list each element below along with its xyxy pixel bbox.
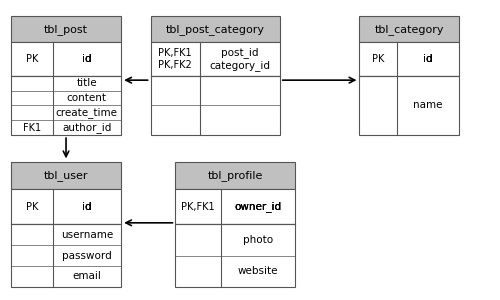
Text: id: id [82, 202, 92, 212]
FancyBboxPatch shape [360, 42, 459, 76]
Text: tbl_category: tbl_category [374, 24, 444, 35]
Text: photo: photo [242, 235, 273, 245]
Text: PK,FK1: PK,FK1 [182, 202, 215, 212]
Text: id: id [423, 54, 433, 64]
FancyBboxPatch shape [150, 76, 280, 135]
FancyBboxPatch shape [12, 42, 120, 76]
Text: create_time: create_time [56, 107, 118, 118]
Text: author_id: author_id [62, 122, 112, 133]
FancyBboxPatch shape [360, 76, 459, 135]
FancyBboxPatch shape [150, 42, 280, 76]
Text: id: id [82, 202, 92, 212]
FancyBboxPatch shape [360, 16, 459, 42]
Text: id: id [82, 54, 92, 64]
Text: id: id [82, 202, 92, 212]
FancyBboxPatch shape [12, 16, 120, 42]
Text: PK,FK1
PK,FK2: PK,FK1 PK,FK2 [158, 48, 192, 70]
Text: id: id [82, 54, 92, 64]
Text: id: id [82, 54, 92, 64]
Text: email: email [72, 271, 101, 281]
Text: content: content [67, 93, 107, 103]
Text: FK1: FK1 [23, 123, 41, 133]
Text: id: id [423, 54, 433, 64]
Text: name: name [414, 100, 443, 110]
Text: tbl_post_category: tbl_post_category [166, 24, 264, 35]
Text: tbl_user: tbl_user [44, 170, 88, 181]
FancyBboxPatch shape [12, 189, 120, 224]
FancyBboxPatch shape [176, 189, 295, 224]
Text: PK: PK [26, 202, 38, 212]
Text: owner_id: owner_id [234, 201, 281, 212]
Text: tbl_post: tbl_post [44, 24, 88, 35]
Text: owner_id: owner_id [234, 201, 281, 212]
Text: id: id [423, 54, 433, 64]
Text: password: password [62, 250, 112, 260]
Text: title: title [76, 78, 97, 88]
Text: PK: PK [26, 54, 38, 64]
Text: username: username [60, 230, 113, 240]
FancyBboxPatch shape [176, 162, 295, 189]
FancyBboxPatch shape [150, 16, 280, 42]
FancyBboxPatch shape [176, 224, 295, 287]
Text: owner_id: owner_id [234, 201, 281, 212]
FancyBboxPatch shape [12, 224, 120, 287]
Text: PK: PK [372, 54, 384, 64]
Text: post_id
category_id: post_id category_id [210, 47, 270, 71]
Text: website: website [238, 266, 278, 276]
Text: tbl_profile: tbl_profile [208, 170, 263, 181]
FancyBboxPatch shape [12, 162, 120, 189]
FancyBboxPatch shape [12, 76, 120, 135]
